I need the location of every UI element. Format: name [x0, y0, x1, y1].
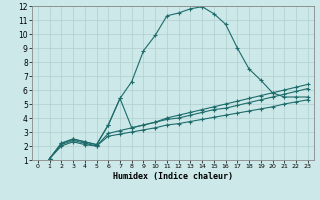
X-axis label: Humidex (Indice chaleur): Humidex (Indice chaleur): [113, 172, 233, 181]
